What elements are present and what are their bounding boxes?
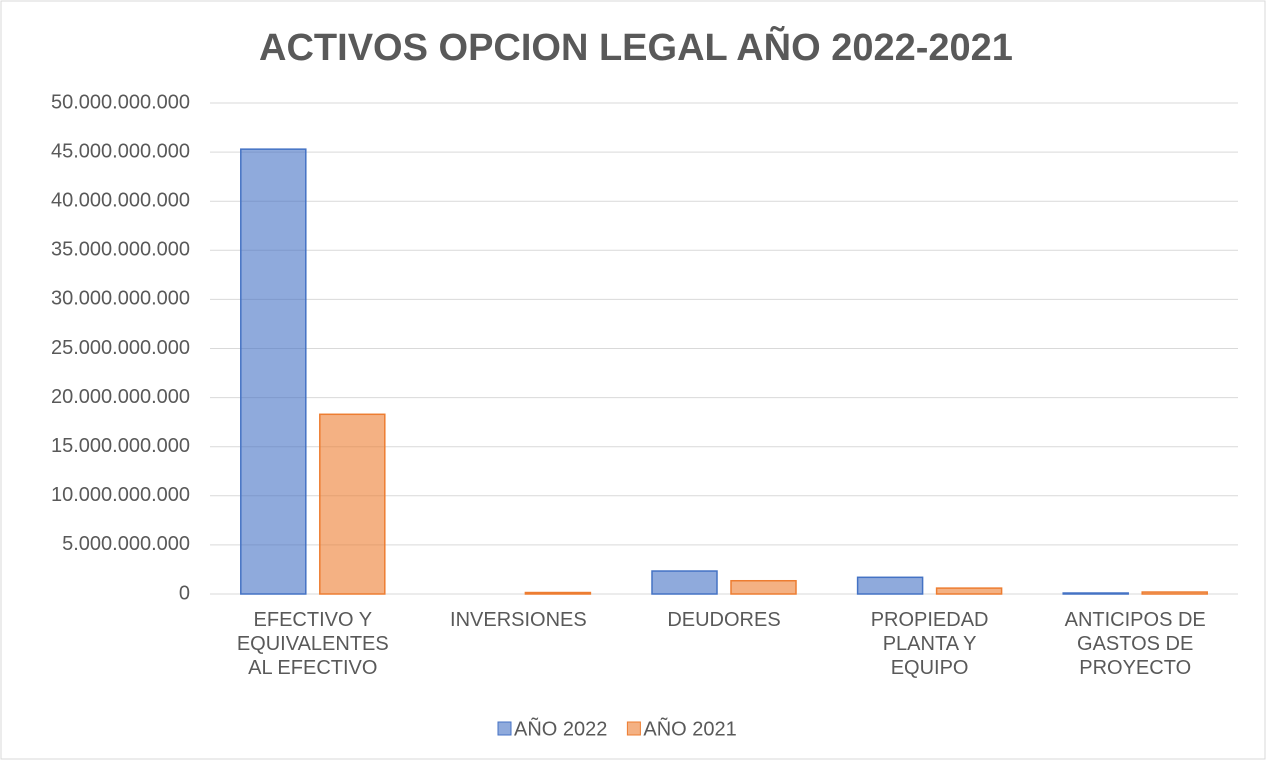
x-tick-label: ANTICIPOS DE GASTOS DE PROYECTO	[1064, 609, 1206, 679]
y-tick-label: 15.000.000.000	[51, 435, 190, 457]
y-tick-label: 10.000.000.000	[51, 484, 190, 506]
bar	[1141, 591, 1208, 595]
y-tick-label: 50.000.000.000	[51, 91, 190, 113]
y-tick-label: 40.000.000.000	[51, 189, 190, 211]
bar	[730, 579, 797, 595]
legend-swatch	[626, 721, 641, 736]
y-tick-label: 25.000.000.000	[51, 337, 190, 359]
bar	[319, 413, 386, 595]
y-tick-label: 20.000.000.000	[51, 386, 190, 408]
x-tick-label: EFECTIVO Y EQUIVALENTES AL EFECTIVO	[236, 609, 389, 679]
legend-label: AÑO 2022	[514, 716, 607, 740]
y-tick-label: 0	[179, 582, 190, 604]
y-tick-label: 5.000.000.000	[62, 533, 190, 555]
bar	[524, 591, 592, 595]
legend-swatch	[497, 721, 512, 736]
y-tick-label: 45.000.000.000	[51, 140, 190, 162]
x-tick-label: PROPIEDAD PLANTA Y EQUIPO	[870, 609, 989, 679]
bar	[240, 148, 307, 595]
chart-title: ACTIVOS OPCION LEGAL AÑO 2022-2021	[259, 25, 1013, 69]
y-tick-label: 35.000.000.000	[51, 239, 190, 261]
y-tick-label: 30.000.000.000	[51, 288, 190, 310]
legend-label: AÑO 2021	[643, 716, 736, 740]
bar	[651, 570, 718, 595]
bar	[1062, 592, 1129, 595]
x-tick-label: DEUDORES	[667, 609, 781, 631]
bar	[935, 587, 1003, 595]
x-tick-label: INVERSIONES	[450, 609, 587, 631]
bar	[856, 576, 924, 595]
